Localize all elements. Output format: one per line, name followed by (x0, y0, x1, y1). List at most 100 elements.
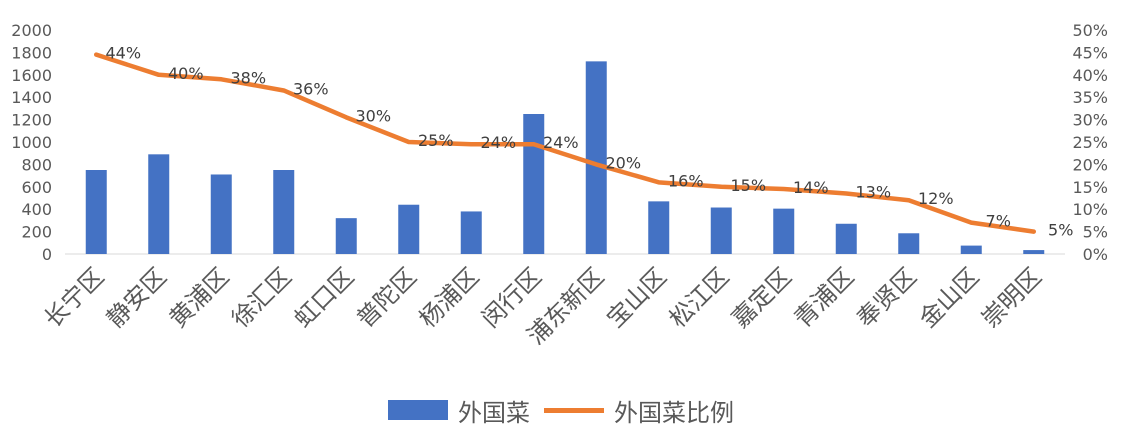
legend-line-swatch (544, 407, 604, 413)
legend-line-label: 外国菜比例 (614, 398, 734, 427)
ratio-point-青浦区[interactable] (844, 191, 849, 196)
ratio-point-嘉定区[interactable] (781, 187, 786, 192)
legend-bar-label: 外国菜 (458, 398, 530, 427)
x-tick-label: 虹口区 (289, 262, 360, 333)
y-axis-right: 0% 5% 10% 15% 20% 25% 30% 35% 40% 45% 50% (1072, 21, 1108, 264)
ratio-point-崇明区[interactable] (1031, 229, 1036, 234)
ratio-data-label: 30% (355, 106, 391, 125)
ratio-data-label: 16% (668, 171, 704, 190)
x-tick-label: 金山区 (914, 262, 985, 333)
line-series (94, 52, 1036, 234)
ratio-data-label: 38% (230, 68, 266, 87)
x-tick-label: 黄浦区 (164, 262, 235, 333)
bar-奉贤区[interactable] (898, 233, 920, 254)
x-tick-label: 宝山区 (601, 262, 672, 333)
ratio-point-奉贤区[interactable] (906, 198, 911, 203)
bar-普陀区[interactable] (398, 204, 420, 254)
x-tick-label: 奉贤区 (851, 262, 922, 333)
ratio-data-label: 14% (793, 178, 829, 197)
bar-杨浦区[interactable] (460, 211, 482, 254)
ratio-data-label: 40% (168, 64, 204, 83)
y-right-tick-label: 40% (1072, 66, 1108, 85)
y-right-tick-label: 50% (1072, 21, 1108, 40)
bar-徐汇区[interactable] (273, 170, 295, 254)
ratio-point-松江区[interactable] (719, 184, 724, 189)
y-left-tick-label: 200 (21, 223, 52, 242)
y-right-tick-label: 30% (1072, 111, 1108, 130)
y-left-tick-label: 1800 (11, 43, 52, 62)
y-right-tick-label: 25% (1072, 133, 1108, 152)
y-left-tick-label: 2000 (11, 21, 52, 40)
y-left-tick-label: 1200 (11, 111, 52, 130)
ratio-point-杨浦区[interactable] (469, 142, 474, 147)
ratio-data-label: 24% (480, 133, 516, 152)
ratio-point-静安区[interactable] (156, 72, 161, 77)
bar-松江区[interactable] (710, 207, 732, 254)
ratio-point-普陀区[interactable] (406, 140, 411, 144)
ratio-data-label: 20% (605, 153, 641, 172)
ratio-data-label: 13% (855, 183, 891, 202)
ratio-point-徐汇区[interactable] (281, 88, 286, 93)
y-right-tick-label: 35% (1072, 88, 1108, 107)
ratio-data-label: 15% (730, 176, 766, 195)
ratio-data-label: 5% (1048, 221, 1073, 240)
x-tick-label: 嘉定区 (726, 262, 797, 333)
y-right-tick-label: 20% (1072, 155, 1108, 174)
x-tick-label: 静安区 (101, 262, 172, 333)
y-right-tick-label: 0% (1083, 245, 1108, 264)
ratio-point-长宁区[interactable] (94, 52, 99, 57)
ratio-data-label: 7% (986, 212, 1011, 231)
ratio-line[interactable] (94, 52, 1036, 234)
x-tick-label: 徐汇区 (226, 262, 297, 333)
ratio-point-黄浦区[interactable] (219, 77, 224, 82)
ratio-point-闵行区[interactable] (531, 142, 536, 147)
bar-青浦区[interactable] (835, 223, 857, 254)
y-left-tick-label: 800 (21, 155, 52, 174)
ratio-data-label: 36% (293, 79, 329, 98)
ratio-data-label: 44% (105, 44, 141, 63)
y-left-tick-label: 400 (21, 200, 52, 219)
ratio-data-label: 12% (918, 189, 954, 208)
bar-长宁区[interactable] (85, 170, 107, 254)
ratio-point-宝山区[interactable] (656, 180, 661, 185)
y-right-tick-label: 15% (1072, 178, 1108, 197)
legend-item-line[interactable]: 外国菜比例 (544, 393, 734, 428)
legend-bar-swatch (388, 400, 448, 420)
y-right-tick-label: 10% (1072, 200, 1108, 219)
y-right-tick-label: 5% (1083, 223, 1108, 242)
legend: 外国菜 外国菜比例 (0, 392, 1122, 428)
bar-崇明区[interactable] (1023, 250, 1045, 254)
bar-嘉定区[interactable] (773, 208, 795, 254)
bar-静安区[interactable] (148, 154, 170, 254)
x-tick-label: 普陀区 (351, 262, 422, 333)
y-left-tick-label: 0 (42, 245, 52, 264)
bar-虹口区[interactable] (335, 218, 357, 254)
y-axis-left: 0 200 400 600 800 1000 1200 1400 1600 1800 2000 (11, 21, 52, 264)
ratio-data-label: 24% (543, 133, 579, 152)
bar-宝山区[interactable] (648, 201, 670, 254)
x-tick-label: 崇明区 (976, 262, 1047, 333)
y-left-tick-label: 600 (21, 178, 52, 197)
y-left-tick-label: 1000 (11, 133, 52, 152)
bar-黄浦区[interactable] (210, 174, 232, 254)
x-tick-label: 松江区 (664, 262, 735, 333)
bar-浦东新区[interactable] (585, 61, 607, 254)
ratio-point-金山区[interactable] (969, 220, 974, 225)
ratio-data-label: 25% (418, 131, 454, 150)
x-tick-label: 杨浦区 (414, 262, 485, 333)
line-data-labels: 44% 40% 38% 36% 30% 25% 24% 24% 20% 16% 15% 14% 13% 1… (94, 44, 1073, 240)
legend-item-bar[interactable]: 外国菜 (388, 393, 530, 428)
bar-series (85, 61, 1045, 254)
bar-闵行区[interactable] (523, 114, 545, 254)
x-tick-label: 长宁区 (39, 262, 110, 333)
ratio-point-虹口区[interactable] (344, 115, 349, 120)
x-axis-tick-labels: 长宁区静安区黄浦区徐汇区虹口区普陀区杨浦区闵行区浦东新区宝山区松江区嘉定区青浦区… (39, 262, 1047, 350)
ratio-point-浦东新区[interactable] (594, 162, 599, 167)
x-tick-label: 青浦区 (789, 262, 860, 333)
y-left-tick-label: 1600 (11, 66, 52, 85)
bar-金山区[interactable] (960, 245, 982, 254)
y-left-tick-label: 1400 (11, 88, 52, 107)
y-right-tick-label: 45% (1072, 43, 1108, 62)
